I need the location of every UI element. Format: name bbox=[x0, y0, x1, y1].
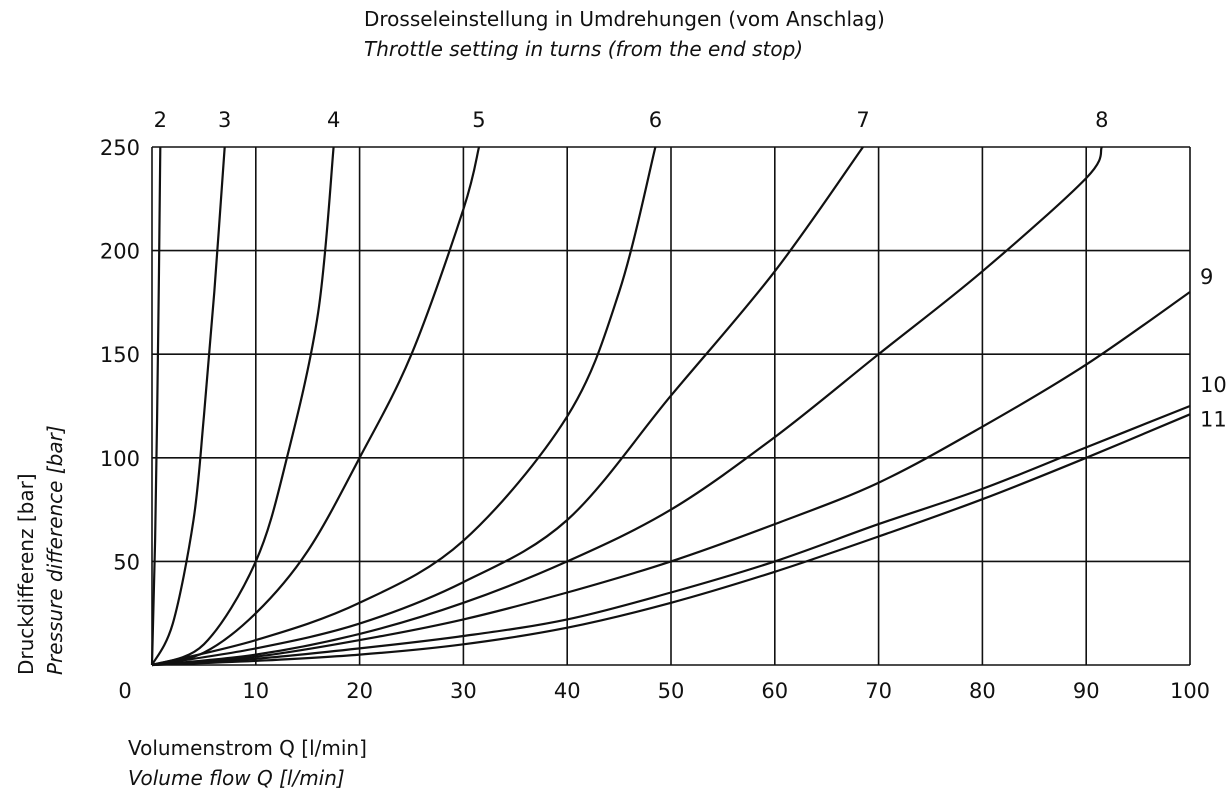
curve-2 bbox=[150, 146, 162, 666]
y-tick-label: 200 bbox=[100, 240, 140, 264]
curve-4 bbox=[151, 146, 335, 667]
ticks: 0 10 20 30 40 50 60 70 80 90 100 50 100 150 200 250 bbox=[100, 136, 1210, 703]
x-tick-label: 50 bbox=[658, 679, 685, 703]
chart-title-en: Throttle setting in turns (from the end … bbox=[364, 37, 803, 61]
y-tick-label: 50 bbox=[113, 550, 140, 574]
curves bbox=[150, 146, 1191, 667]
curve-label-10: 10 bbox=[1200, 373, 1227, 397]
curve-labels: 2 3 4 5 6 7 8 9 10 11 bbox=[154, 108, 1227, 431]
curve-label-6: 6 bbox=[649, 108, 662, 132]
curve-label-3: 3 bbox=[218, 108, 231, 132]
x-tick-label: 20 bbox=[346, 679, 373, 703]
x-tick-label: 40 bbox=[554, 679, 581, 703]
x-tick-label: 60 bbox=[761, 679, 788, 703]
x-axis-label-en: Volume flow Q [l/min] bbox=[128, 766, 345, 790]
x-tick-label: 0 bbox=[118, 679, 131, 703]
x-tick-label: 90 bbox=[1073, 679, 1100, 703]
x-tick-label: 70 bbox=[865, 679, 892, 703]
grid bbox=[151, 146, 1191, 666]
y-axis-label-de: Druckdifferenz [bar] bbox=[14, 473, 38, 675]
curve-5 bbox=[151, 146, 481, 667]
chart-title-de: Drosseleinstellung in Umdrehungen (vom A… bbox=[364, 7, 885, 31]
x-tick-label: 100 bbox=[1170, 679, 1210, 703]
curve-label-5: 5 bbox=[472, 108, 485, 132]
y-tick-label: 250 bbox=[100, 136, 140, 160]
curve-label-8: 8 bbox=[1095, 108, 1108, 132]
curve-11 bbox=[151, 413, 1191, 667]
curve-10 bbox=[151, 404, 1191, 667]
curve-7 bbox=[151, 146, 864, 667]
curve-label-2: 2 bbox=[154, 108, 167, 132]
curve-9 bbox=[151, 291, 1191, 667]
curve-label-11: 11 bbox=[1200, 407, 1227, 431]
curve-6 bbox=[151, 146, 657, 667]
x-tick-label: 80 bbox=[969, 679, 996, 703]
x-tick-label: 30 bbox=[450, 679, 477, 703]
x-axis-label-de: Volumenstrom Q [l/min] bbox=[128, 736, 367, 760]
curve-label-9: 9 bbox=[1200, 265, 1213, 289]
curve-8 bbox=[151, 146, 1103, 667]
y-axis-label-en: Pressure difference [bar] bbox=[43, 425, 67, 675]
y-tick-label: 100 bbox=[100, 447, 140, 471]
x-tick-label: 10 bbox=[242, 679, 269, 703]
curve-3 bbox=[151, 146, 226, 666]
curve-label-7: 7 bbox=[856, 108, 869, 132]
curve-label-4: 4 bbox=[327, 108, 340, 132]
y-tick-label: 150 bbox=[100, 343, 140, 367]
